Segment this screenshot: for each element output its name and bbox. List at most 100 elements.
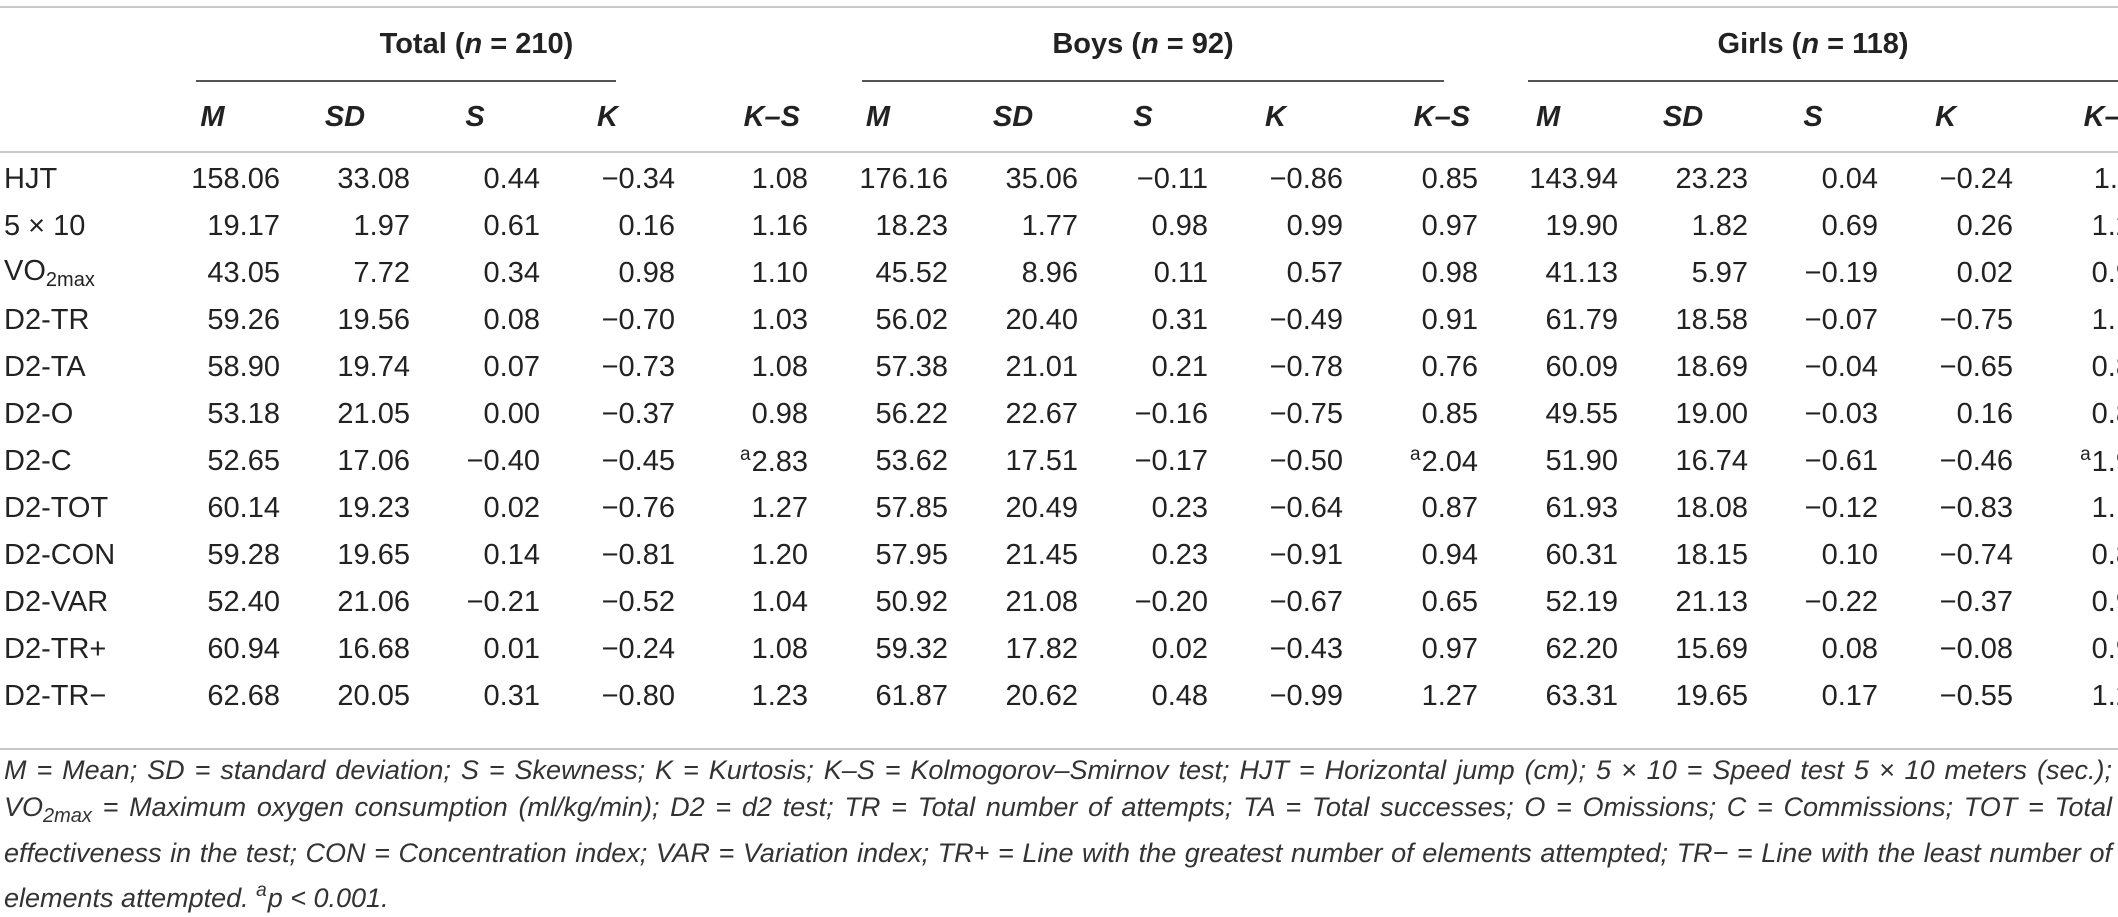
table-cell: 0.87 [1343, 485, 1478, 532]
table-cell: 15.69 [1618, 626, 1748, 673]
cell-value: 0.88 [2091, 539, 2118, 571]
table-cell: 59.32 [808, 626, 948, 673]
cell-value: −0.08 [1939, 633, 2014, 665]
col-header-m: M [1535, 100, 1561, 133]
cell-value: 1.16 [751, 210, 809, 242]
cell-value: 61.93 [1545, 492, 1619, 524]
cell-value: 0.57 [1286, 257, 1344, 289]
table-cell: 61.87 [808, 673, 948, 720]
table-cell: −0.65 [1878, 344, 2013, 391]
table-cell: 0.61 [410, 203, 540, 250]
corner-cell [0, 82, 145, 152]
table-row: D2-O 53.18 21.05 0.00 −0.37 0.98 56.22 22.67 −0.… [0, 391, 2118, 438]
cell-value: −0.83 [1939, 492, 2014, 524]
cell-value: 1.08 [751, 633, 809, 665]
table-cell: a2.83 [675, 438, 808, 485]
table-cell: 0.14 [410, 532, 540, 579]
table-cell: 17.82 [948, 626, 1078, 673]
table-cell: −0.99 [1208, 673, 1343, 720]
table-cell: −0.07 [1748, 297, 1878, 344]
table-cell: −0.49 [1208, 297, 1343, 344]
cell-value: 51.90 [1545, 445, 1619, 477]
group-n: 92 [1191, 27, 1225, 60]
cell-value: 19.56 [337, 304, 410, 336]
table-cell: −0.45 [540, 438, 675, 485]
cell-value: −0.50 [1269, 445, 1344, 477]
cell-value: −0.16 [1134, 398, 1209, 430]
group-header-row: Total (n = 210) Boys (n = 92) Girls (n =… [0, 6, 2118, 82]
cell-value: 41.13 [1545, 257, 1619, 289]
cell-value: 61.79 [1545, 304, 1619, 336]
table-cell: 1.16 [675, 203, 808, 250]
cell-value: 0.97 [1421, 210, 1479, 242]
table-cell: 0.16 [1878, 391, 2013, 438]
col-header-k: K [597, 100, 618, 133]
table-cell: 1.27 [675, 485, 808, 532]
cell-value: −0.70 [601, 304, 675, 336]
cell-value: 21.13 [1675, 586, 1749, 618]
cell-value: 62.20 [1545, 633, 1619, 665]
cell-value: 20.40 [1005, 304, 1079, 336]
table-cell: 1.82 [1618, 203, 1748, 250]
cell-value: 1.27 [751, 492, 809, 524]
table-cell: 18.23 [808, 203, 948, 250]
table-cell: 53.62 [808, 438, 948, 485]
cell-value: 56.02 [875, 304, 949, 336]
cell-value: 7.72 [353, 257, 410, 289]
top-rule [0, 6, 2118, 8]
footnote-part: = Maximum oxygen consumption (ml/kg/min)… [4, 792, 2112, 913]
table-cell: 21.05 [280, 391, 410, 438]
table-cell: −0.50 [1208, 438, 1343, 485]
col-header-ks: K–S [1413, 100, 1471, 133]
table-cell: −0.61 [1748, 438, 1878, 485]
col-header-ks: K–S [743, 100, 801, 133]
table-cell: 60.09 [1478, 344, 1618, 391]
row-label: VO2max [0, 250, 145, 297]
table-cell: 18.15 [1618, 532, 1748, 579]
cell-value: 57.38 [875, 351, 949, 383]
cell-value: 60.09 [1545, 351, 1619, 383]
cell-value: −0.65 [1939, 351, 2014, 383]
table-cell: −0.80 [540, 673, 675, 720]
footnote-part: M = Mean; SD = standard deviation; S = S… [4, 755, 2112, 822]
cell-value: 53.18 [207, 398, 280, 430]
row-label: D2-TR [4, 304, 90, 336]
cell-value: 21.05 [337, 398, 410, 430]
col-header-k: K [1935, 100, 1957, 133]
table-cell: 21.01 [948, 344, 1078, 391]
cell-value: 1.17 [2091, 304, 2118, 336]
cell-value: −0.91 [1269, 539, 1344, 571]
cell-value: 0.16 [1956, 398, 2014, 430]
cell-value: 0.98 [1151, 210, 1209, 242]
cell-value: 52.40 [207, 586, 280, 618]
table-cell: 0.07 [410, 344, 540, 391]
table-cell: 18.58 [1618, 297, 1748, 344]
table-cell: 58.90 [145, 344, 280, 391]
table-cell: 0.23 [1078, 485, 1208, 532]
table-cell: 21.45 [948, 532, 1078, 579]
table-cell: 0.02 [410, 485, 540, 532]
table-cell: 0.98 [675, 391, 808, 438]
table-cell: −0.83 [1878, 485, 2013, 532]
table-cell: 23.23 [1618, 156, 1748, 203]
group-header-girls: Girls (n = 118) [1717, 27, 1909, 60]
cell-value: −0.80 [601, 680, 675, 712]
cell-value: 0.44 [483, 163, 540, 195]
cell-value: −0.64 [1269, 492, 1344, 524]
cell-value: 0.07 [483, 351, 540, 383]
cell-value: −0.12 [1804, 492, 1879, 524]
table-cell: 1.20 [675, 532, 808, 579]
cell-value: 2.04 [1421, 446, 1479, 478]
col-header-s: S [1803, 100, 1823, 133]
cell-value: −0.73 [601, 351, 675, 383]
col-header-m: M [865, 100, 891, 133]
table-cell: 0.00 [410, 391, 540, 438]
cell-value: 0.11 [1153, 257, 1209, 289]
table-cell: 5.97 [1618, 250, 1748, 297]
table-cell: 0.21 [1078, 344, 1208, 391]
table-cell: 0.48 [1078, 673, 1208, 720]
cell-value: −0.78 [1269, 351, 1344, 383]
cell-value: −0.61 [1804, 445, 1879, 477]
table-cell: 19.65 [280, 532, 410, 579]
table-cell: 59.28 [145, 532, 280, 579]
